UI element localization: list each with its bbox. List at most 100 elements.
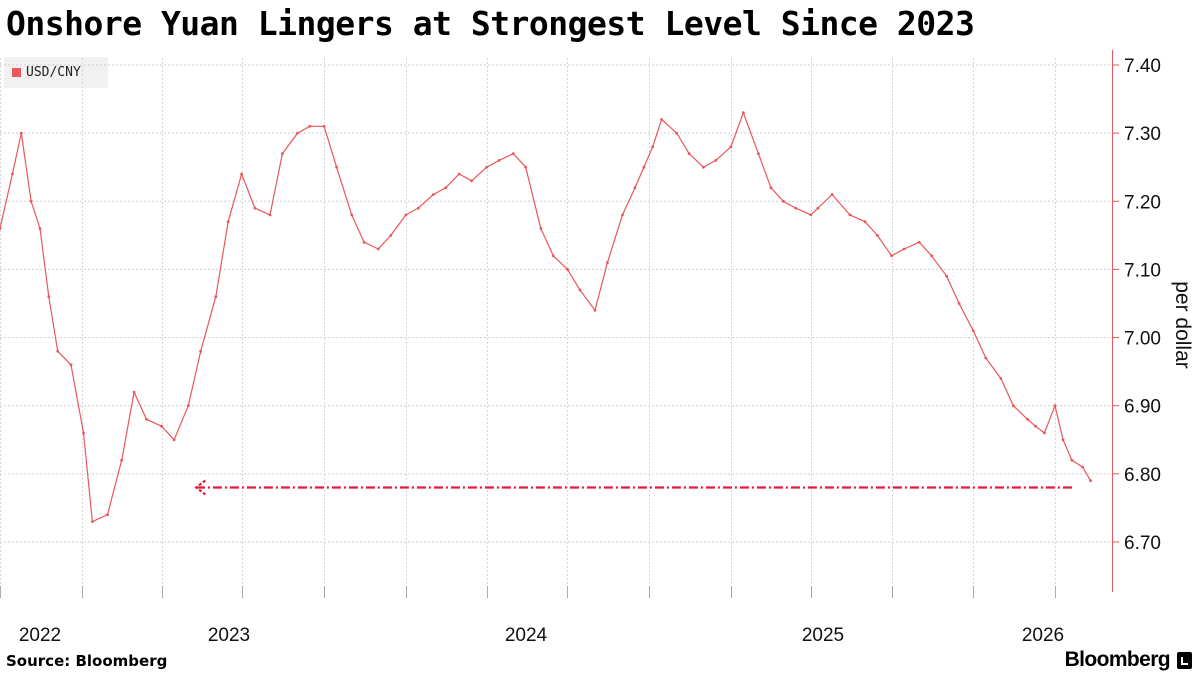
data-point [416, 206, 420, 210]
data-point [253, 206, 257, 210]
data-point [376, 247, 380, 251]
data-point [890, 254, 893, 258]
data-point [1070, 458, 1074, 462]
data-point [539, 227, 543, 230]
data-point [432, 193, 435, 196]
data-point [362, 240, 366, 244]
x-tick-label: 2025 [802, 625, 844, 646]
data-point [485, 165, 489, 169]
data-point [1034, 424, 1037, 428]
data-point [769, 186, 773, 190]
data-point [160, 424, 164, 428]
data-point [757, 152, 760, 156]
data-point [497, 159, 501, 162]
data-point [1011, 404, 1015, 408]
data-point [240, 172, 244, 176]
data-point [606, 261, 609, 264]
data-point [470, 179, 473, 183]
data-point [186, 404, 190, 408]
data-point [971, 329, 975, 333]
data-point [511, 152, 515, 156]
data-point [809, 213, 813, 217]
data-point [578, 288, 582, 292]
data-point [781, 199, 785, 203]
data-point [984, 356, 988, 360]
data-point [214, 295, 218, 299]
data-point [1061, 438, 1065, 442]
data-point [11, 172, 14, 176]
data-point [1026, 417, 1029, 421]
x-tick-label: 2024 [505, 625, 548, 646]
data-point [281, 152, 284, 156]
data-point [957, 302, 961, 305]
data-point [621, 213, 624, 217]
data-point [902, 247, 906, 251]
data-point [687, 152, 691, 156]
data-point [660, 118, 663, 121]
data-point [268, 213, 272, 217]
y-tick-label: 6.90 [1124, 397, 1161, 418]
legend-swatch [12, 68, 21, 77]
data-point [714, 159, 718, 162]
source-note: Source: Bloomberg [6, 652, 168, 670]
y-tick-label: 6.80 [1124, 465, 1161, 486]
legend: USD/CNY [4, 57, 108, 88]
data-point [444, 186, 448, 190]
data-point [524, 165, 528, 169]
x-tick-label: 2022 [19, 625, 61, 646]
data-point [1053, 404, 1057, 408]
legend-label: USD/CNY [26, 65, 81, 80]
data-point [38, 227, 42, 230]
data-point [651, 145, 655, 149]
data-point [1089, 479, 1092, 483]
data-point [199, 349, 203, 353]
data-point [999, 377, 1003, 380]
y-tick-label: 7.00 [1124, 329, 1161, 350]
data-point [82, 431, 85, 435]
data-point [633, 186, 637, 190]
y-tick-label: 7.40 [1124, 56, 1161, 77]
data-point [56, 349, 60, 353]
terminal-icon [1177, 652, 1192, 669]
y-tick-label: 7.20 [1124, 192, 1161, 213]
data-point [226, 220, 230, 224]
data-point [296, 131, 299, 135]
data-point [863, 220, 867, 224]
data-point [816, 206, 820, 210]
data-point [566, 268, 569, 271]
data-point [106, 513, 109, 517]
data-point [172, 438, 176, 442]
x-tick-label: 2026 [1022, 625, 1064, 646]
data-point [741, 111, 745, 115]
data-point [132, 390, 136, 394]
annotation-arrow-head [194, 479, 206, 496]
data-point [389, 234, 393, 237]
data-point [47, 295, 51, 299]
data-point [350, 213, 354, 217]
data-point [930, 254, 933, 258]
data-point [876, 234, 879, 237]
data-point [19, 131, 23, 135]
data-point [1043, 431, 1046, 435]
chart-title: Onshore Yuan Lingers at Strongest Level … [6, 4, 975, 43]
data-point [675, 131, 679, 135]
data-point [729, 145, 733, 149]
data-point [457, 172, 461, 176]
data-point [702, 165, 705, 169]
data-point [794, 206, 798, 210]
data-point [91, 520, 94, 523]
data-point [0, 227, 2, 230]
y-tick-label: 6.70 [1124, 533, 1161, 554]
y-tick-label: 7.30 [1124, 124, 1161, 145]
data-point [830, 193, 834, 196]
data-point [917, 240, 921, 244]
y-axis-title: per dollar [1171, 281, 1194, 369]
data-point [551, 254, 555, 258]
data-point [29, 199, 33, 203]
data-point [848, 213, 852, 217]
data-point [69, 363, 73, 367]
data-point [120, 458, 124, 462]
x-tick-label: 2023 [208, 625, 250, 646]
data-point [145, 417, 148, 421]
